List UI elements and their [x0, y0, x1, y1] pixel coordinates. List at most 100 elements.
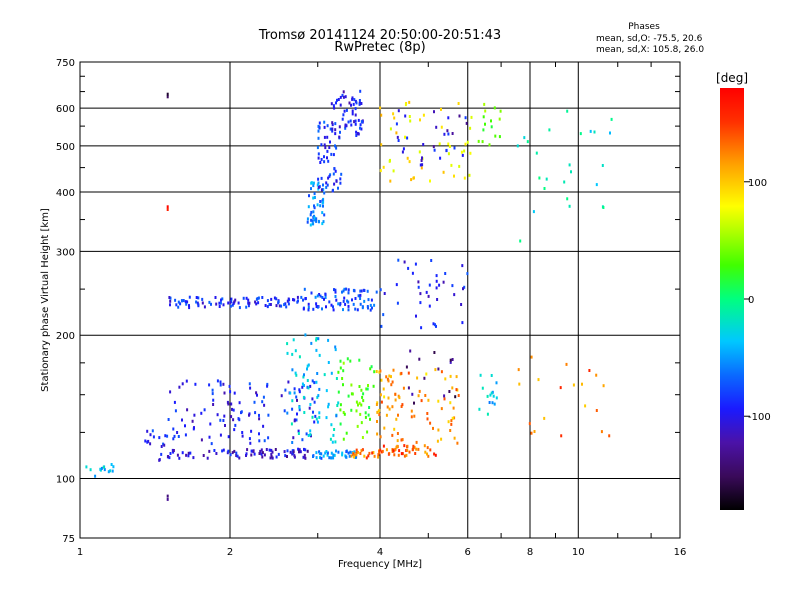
data-point: [229, 300, 232, 304]
data-point: [291, 399, 294, 403]
data-point: [250, 453, 253, 457]
data-point: [457, 394, 460, 397]
data-point: [408, 450, 411, 454]
data-point: [348, 101, 351, 105]
data-point: [342, 90, 345, 94]
data-point: [253, 452, 256, 456]
data-point: [364, 415, 367, 419]
data-point: [238, 456, 241, 460]
phases-x-line: mean, sd,X: 105.8, 26.0: [596, 45, 704, 55]
data-point: [377, 455, 380, 459]
data-point: [495, 396, 498, 400]
data-point: [358, 99, 361, 102]
data-point: [429, 179, 431, 183]
data-point: [392, 169, 395, 173]
data-point: [335, 298, 338, 302]
data-point: [484, 122, 486, 126]
data-point: [297, 447, 300, 451]
y-tick-label: 600: [56, 104, 75, 115]
data-point: [329, 127, 332, 131]
data-point: [317, 181, 320, 185]
data-point: [435, 274, 438, 278]
data-point: [463, 285, 466, 289]
data-point: [213, 449, 216, 452]
data-point: [341, 117, 344, 121]
data-point: [403, 260, 406, 264]
data-point: [412, 444, 415, 448]
data-point: [166, 494, 169, 498]
data-point: [388, 374, 391, 378]
data-point: [338, 135, 341, 139]
data-point: [318, 450, 321, 454]
data-point: [291, 441, 294, 444]
data-point: [325, 389, 328, 393]
data-point: [317, 129, 320, 133]
data-point: [167, 455, 170, 458]
data-point: [602, 206, 605, 209]
data-point: [396, 135, 399, 139]
data-point: [400, 452, 403, 456]
data-point: [387, 396, 390, 400]
data-point: [443, 394, 446, 398]
data-point: [320, 158, 323, 161]
data-point: [405, 453, 408, 457]
data-point: [255, 302, 258, 306]
data-point: [248, 382, 251, 386]
data-point: [303, 447, 305, 451]
data-point: [172, 450, 175, 454]
data-point: [326, 453, 329, 457]
data-point: [211, 388, 214, 392]
data-point: [450, 163, 453, 167]
data-point: [437, 428, 440, 432]
data-point: [271, 450, 274, 454]
data-point: [440, 407, 443, 411]
data-point: [329, 140, 331, 144]
data-point: [451, 358, 454, 361]
data-point: [164, 434, 167, 438]
data-point: [174, 298, 177, 302]
data-point: [283, 409, 286, 413]
data-point: [322, 188, 325, 192]
data-point: [313, 206, 316, 210]
data-point: [560, 434, 563, 438]
data-point: [428, 304, 431, 308]
data-point: [426, 452, 428, 456]
data-point: [439, 156, 442, 160]
data-point: [193, 413, 196, 417]
data-point: [260, 452, 263, 456]
data-point: [432, 322, 435, 326]
data-point: [401, 403, 404, 407]
data-point: [203, 408, 206, 412]
data-point: [523, 136, 526, 140]
data-point: [385, 448, 388, 452]
data-point: [462, 287, 464, 291]
data-point: [425, 372, 428, 376]
data-point: [311, 415, 314, 419]
data-point: [368, 451, 371, 455]
data-point: [464, 116, 467, 120]
data-point: [236, 454, 239, 458]
data-point: [595, 409, 598, 412]
data-point: [593, 130, 596, 134]
data-point: [404, 114, 407, 118]
data-point: [240, 410, 243, 414]
data-point: [360, 388, 363, 392]
data-point: [255, 391, 258, 395]
data-point: [328, 300, 331, 304]
data-point: [263, 403, 266, 407]
data-point: [410, 409, 413, 413]
data-point: [332, 453, 335, 457]
data-point: [111, 469, 114, 473]
data-point: [248, 301, 251, 305]
data-point: [223, 414, 226, 418]
data-point: [298, 448, 301, 452]
data-point: [418, 150, 421, 154]
data-point: [354, 297, 357, 300]
data-point: [453, 174, 455, 178]
data-point: [234, 423, 237, 427]
data-point: [288, 298, 291, 302]
data-point: [396, 301, 399, 305]
data-point: [366, 387, 369, 391]
data-point: [498, 117, 501, 121]
data-point: [315, 217, 318, 221]
